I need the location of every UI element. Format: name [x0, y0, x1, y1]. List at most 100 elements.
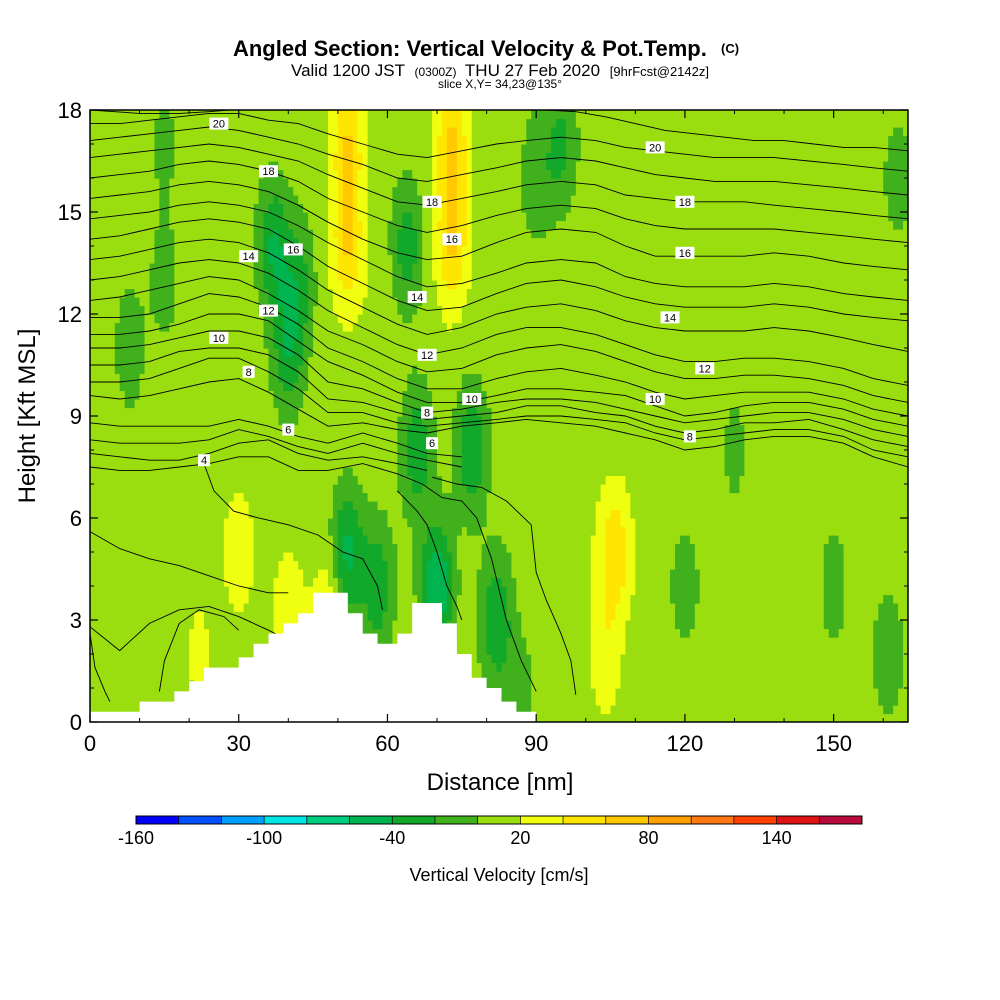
velocity-cell: [471, 152, 522, 162]
velocity-cell: [446, 152, 458, 162]
velocity-cell: [903, 654, 908, 664]
velocity-cell: [303, 390, 403, 400]
colorbar-swatch: [819, 816, 863, 824]
velocity-cell: [263, 271, 275, 281]
velocity-cell: [327, 144, 339, 154]
velocity-cell: [843, 603, 879, 613]
velocity-cell: [387, 586, 398, 596]
x-tick-label: 60: [375, 731, 399, 756]
velocity-cell: [357, 475, 398, 485]
velocity-cell: [605, 475, 627, 485]
velocity-cell: [739, 407, 908, 417]
velocity-cell: [466, 186, 473, 196]
velocity-cell: [422, 254, 433, 264]
velocity-cell: [600, 705, 612, 715]
velocity-cell: [486, 509, 597, 519]
velocity-cell: [531, 110, 577, 120]
velocity-cell: [466, 161, 473, 171]
velocity-cell: [367, 195, 394, 205]
velocity-cell: [432, 263, 443, 273]
velocity-cell: [263, 331, 275, 341]
chart-title: Angled Section: Vertical Velocity & Pot.…: [233, 36, 707, 61]
velocity-cell: [511, 552, 592, 562]
velocity-cell: [422, 594, 428, 604]
velocity-cell: [456, 535, 488, 545]
velocity-cell: [90, 390, 126, 400]
velocity-cell: [208, 645, 275, 655]
velocity-cell: [90, 424, 398, 434]
velocity-cell: [367, 161, 433, 171]
velocity-cell: [556, 220, 894, 230]
velocity-cell: [90, 569, 225, 579]
velocity-cell: [446, 535, 458, 545]
velocity-cell: [739, 416, 908, 426]
velocity-cell: [293, 552, 334, 562]
velocity-cell: [327, 263, 339, 273]
velocity-cell: [471, 127, 527, 137]
velocity-cell: [208, 637, 275, 647]
velocity-cell: [635, 577, 671, 587]
velocity-cell: [90, 509, 230, 519]
x-tick-label: 120: [667, 731, 704, 756]
velocity-cell: [595, 518, 607, 528]
velocity-cell: [248, 509, 334, 519]
contour-label: 6: [285, 425, 291, 437]
velocity-cell: [506, 543, 592, 553]
velocity-cell: [471, 203, 522, 213]
velocity-cell: [481, 382, 908, 392]
velocity-cell: [119, 373, 141, 383]
velocity-cell: [303, 569, 319, 579]
velocity-cell: [565, 127, 582, 137]
colorbar-swatch: [306, 816, 350, 824]
velocity-cell: [476, 407, 493, 417]
velocity-cell: [456, 237, 468, 247]
velocity-cell: [466, 526, 483, 536]
velocity-cell: [124, 390, 141, 400]
velocity-cell: [318, 288, 334, 298]
colorbar-swatch: [477, 816, 521, 824]
velocity-cell: [437, 161, 448, 171]
velocity-cell: [90, 484, 334, 494]
velocity-cell: [625, 645, 874, 655]
velocity-cell: [461, 271, 473, 281]
velocity-cell: [90, 203, 161, 213]
velocity-cell: [471, 280, 908, 290]
velocity-cell: [412, 169, 433, 179]
velocity-cell: [456, 135, 468, 145]
velocity-cell: [90, 416, 279, 426]
theta-contour: [90, 143, 908, 220]
velocity-cell: [456, 127, 463, 137]
velocity-cell: [308, 305, 314, 315]
velocity-cell: [337, 552, 344, 562]
velocity-cell: [90, 671, 190, 681]
velocity-cell: [392, 535, 413, 545]
velocity-cell: [397, 229, 418, 239]
velocity-cell: [298, 373, 309, 383]
velocity-cell: [367, 535, 394, 545]
velocity-cell: [397, 254, 418, 264]
velocity-cell: [724, 467, 745, 477]
velocity-cell: [590, 679, 622, 689]
velocity-cell: [446, 127, 458, 137]
velocity-cell: [313, 339, 908, 349]
velocity-cell: [635, 586, 671, 596]
velocity-cell: [313, 229, 329, 239]
velocity-cell: [437, 169, 448, 179]
velocity-cell: [446, 603, 453, 613]
velocity-cell: [154, 161, 175, 171]
velocity-cell: [253, 220, 265, 230]
velocity-cell: [154, 144, 175, 154]
velocity-cell: [466, 288, 908, 298]
velocity-cell: [278, 297, 299, 307]
velocity-cell: [873, 637, 904, 647]
velocity-cell: [590, 586, 607, 596]
velocity-cell: [278, 407, 299, 417]
velocity-cell: [456, 628, 478, 638]
velocity-cell: [397, 543, 413, 553]
velocity-cell: [625, 552, 636, 562]
velocity-cell: [313, 314, 339, 324]
velocity-cell: [432, 399, 458, 409]
velocity-cell: [481, 671, 532, 681]
velocity-cell: [451, 611, 458, 621]
velocity-cell: [531, 679, 592, 689]
